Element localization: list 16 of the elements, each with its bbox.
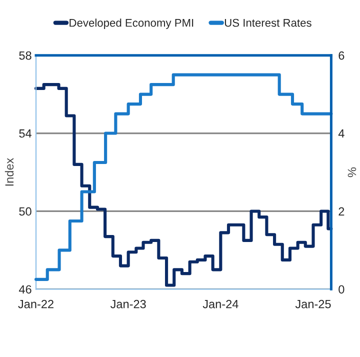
x-tick-label: Jan-25 <box>295 300 331 308</box>
legend-label: US Interest Rates <box>224 18 312 27</box>
y2-tick-label: 0 <box>338 285 344 294</box>
x-tick-label: Jan-22 <box>18 300 54 308</box>
y2-axis-title: % <box>348 167 356 178</box>
y-tick-label: 50 <box>19 207 32 216</box>
y-tick-label: 54 <box>19 129 32 138</box>
y2-tick-label: 4 <box>338 129 344 138</box>
y-tick-label: 46 <box>18 285 32 294</box>
y2-tick-label: 6 <box>338 51 344 60</box>
y-axis-title: Index <box>4 158 14 186</box>
y-tick-label: 58 <box>19 51 32 60</box>
y2-tick-label: 2 <box>338 207 344 216</box>
x-tick-label: Jan-24 <box>202 300 238 308</box>
x-tick-label: Jan-23 <box>110 300 146 308</box>
legend-label: Developed Economy PMI <box>70 18 194 29</box>
